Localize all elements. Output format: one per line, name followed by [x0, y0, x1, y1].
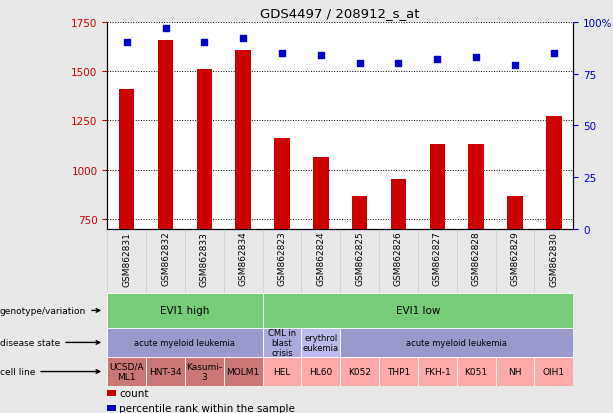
Point — [238, 36, 248, 43]
Bar — [262, 328, 302, 357]
Point — [510, 63, 520, 69]
Text: K051: K051 — [465, 367, 488, 376]
Bar — [546, 117, 562, 229]
Text: HEL: HEL — [273, 367, 291, 376]
Text: GSM862830: GSM862830 — [549, 231, 558, 286]
Text: GSM862833: GSM862833 — [200, 231, 209, 286]
Title: GDS4497 / 208912_s_at: GDS4497 / 208912_s_at — [261, 7, 420, 20]
Bar — [418, 357, 457, 386]
Bar — [107, 328, 262, 357]
Text: percentile rank within the sample: percentile rank within the sample — [119, 403, 295, 413]
Text: FKH-1: FKH-1 — [424, 367, 451, 376]
Bar — [468, 145, 484, 229]
Bar — [158, 40, 173, 229]
Bar — [430, 145, 445, 229]
Point — [549, 50, 558, 57]
Text: GSM862827: GSM862827 — [433, 231, 442, 286]
Text: count: count — [119, 388, 148, 398]
Point — [277, 50, 287, 57]
Bar — [379, 357, 418, 386]
Text: GSM862828: GSM862828 — [471, 231, 481, 286]
Bar — [390, 180, 406, 229]
Text: EVI1 low: EVI1 low — [395, 306, 440, 316]
Text: GSM862823: GSM862823 — [278, 231, 286, 286]
Text: GSM862825: GSM862825 — [355, 231, 364, 286]
Text: CML in
blast
crisis: CML in blast crisis — [268, 328, 296, 358]
Bar — [107, 390, 116, 396]
Point — [199, 40, 209, 47]
Bar — [352, 197, 367, 229]
Text: acute myeloid leukemia: acute myeloid leukemia — [134, 338, 235, 347]
Text: GSM862824: GSM862824 — [316, 231, 326, 286]
Bar — [197, 70, 212, 229]
Point — [122, 40, 132, 47]
Text: erythrol
eukemia: erythrol eukemia — [303, 333, 339, 352]
Text: GSM862834: GSM862834 — [238, 231, 248, 286]
Bar — [262, 357, 302, 386]
Text: genotype/variation: genotype/variation — [0, 306, 100, 315]
Text: Kasumi-
3: Kasumi- 3 — [186, 362, 223, 381]
Bar — [107, 293, 262, 328]
Bar — [535, 357, 573, 386]
Point — [394, 61, 403, 67]
Bar — [340, 328, 573, 357]
Text: GSM862826: GSM862826 — [394, 231, 403, 286]
Bar — [107, 357, 146, 386]
Text: HL60: HL60 — [309, 367, 332, 376]
Text: GSM862832: GSM862832 — [161, 231, 170, 286]
Bar — [274, 139, 290, 229]
Bar — [146, 357, 185, 386]
Text: MOLM1: MOLM1 — [227, 367, 260, 376]
Bar — [340, 357, 379, 386]
Point — [355, 61, 365, 67]
Bar — [495, 357, 535, 386]
Bar — [224, 357, 262, 386]
Text: disease state: disease state — [0, 338, 100, 347]
Point — [161, 26, 170, 32]
Bar — [107, 405, 116, 411]
Bar — [235, 51, 251, 229]
Text: cell line: cell line — [0, 367, 100, 376]
Text: OIH1: OIH1 — [543, 367, 565, 376]
Bar — [457, 357, 495, 386]
Bar — [119, 90, 134, 229]
Bar — [313, 157, 329, 229]
Bar — [507, 197, 523, 229]
Text: THP1: THP1 — [387, 367, 410, 376]
Bar — [302, 328, 340, 357]
Bar — [185, 357, 224, 386]
Text: EVI1 high: EVI1 high — [160, 306, 210, 316]
Point — [471, 55, 481, 61]
Text: GSM862829: GSM862829 — [511, 231, 519, 286]
Text: HNT-34: HNT-34 — [149, 367, 182, 376]
Text: acute myeloid leukemia: acute myeloid leukemia — [406, 338, 507, 347]
Bar — [302, 357, 340, 386]
Text: UCSD/A
ML1: UCSD/A ML1 — [110, 362, 144, 381]
Text: K052: K052 — [348, 367, 371, 376]
Text: NH: NH — [508, 367, 522, 376]
Point — [316, 52, 326, 59]
Point — [432, 57, 442, 63]
Text: GSM862831: GSM862831 — [122, 231, 131, 286]
Bar — [262, 293, 573, 328]
